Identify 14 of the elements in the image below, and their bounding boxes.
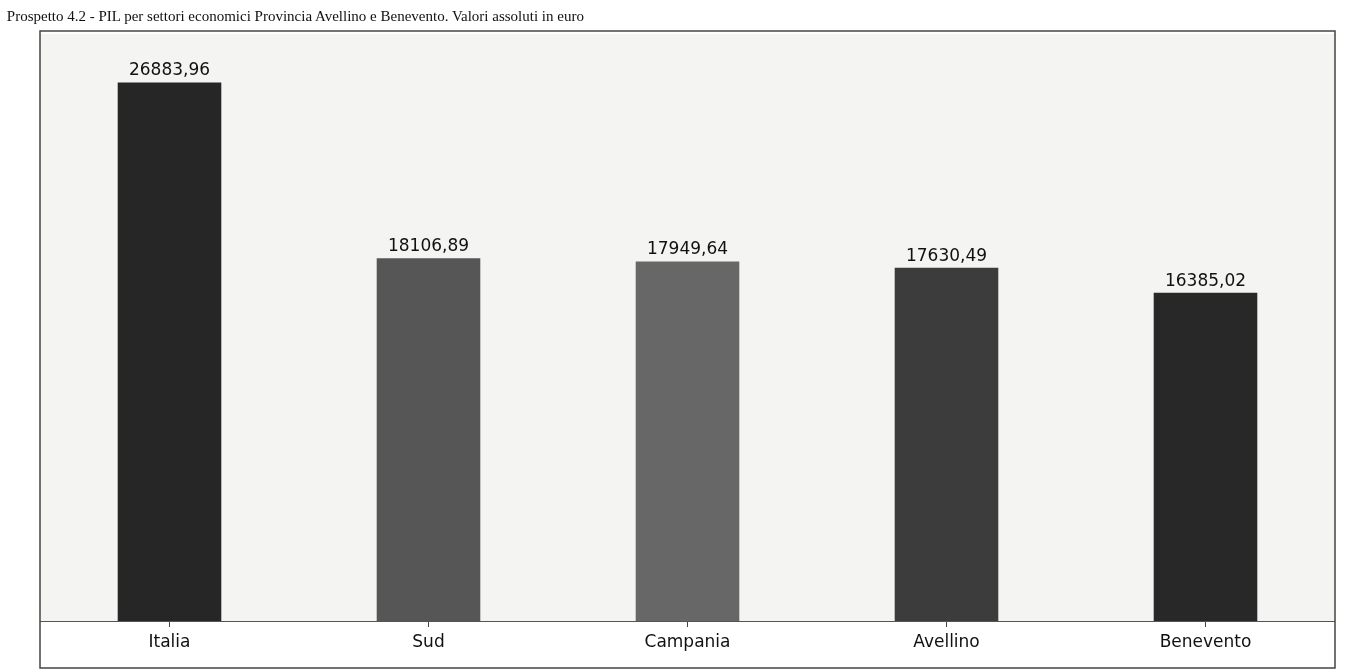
bar	[117, 82, 222, 621]
bar	[1153, 292, 1258, 621]
x-tick-label: Benevento	[1159, 631, 1252, 652]
data-label: 26883,96	[128, 59, 211, 80]
data-label: 16385,02	[1164, 269, 1247, 290]
x-tick-label: Sud	[412, 631, 445, 652]
x-tick-label: Campania	[644, 631, 731, 652]
bar	[635, 261, 740, 621]
data-label: 17630,49	[905, 244, 988, 265]
chart-title: Prospetto 4.2 - PIL per settori economici Provincia Avellino e Benevento. Valori assoluti in euro	[6, 7, 584, 24]
x-tick-label: Italia	[148, 631, 191, 652]
data-label: 17949,64	[646, 238, 729, 259]
data-label: 18106,89	[387, 235, 470, 256]
x-tick-label: Avellino	[913, 631, 980, 652]
